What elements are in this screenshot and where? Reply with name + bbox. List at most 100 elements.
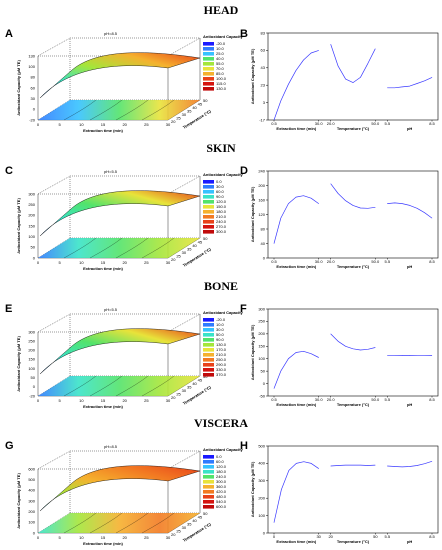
row1-trace-x-tick-label: 8.5: [429, 259, 435, 264]
row0-trace-y-tick-label: 63: [261, 48, 266, 53]
row0-trace-y-tick-label: 83: [261, 30, 266, 35]
row0-trace-y-tick-label: 23: [261, 83, 266, 88]
row3-z-tick-label: 400: [28, 488, 35, 493]
row1-z-tick-label: 100: [28, 234, 35, 239]
row1-x-tick-label: 30: [166, 260, 171, 265]
row2-y-tick-label: 40: [192, 381, 197, 386]
row0-legend-swatch: [203, 82, 214, 86]
row1-trace-line-2: [387, 202, 433, 219]
section-title-skin: SKIN: [206, 141, 236, 155]
row2-trace-factor-label: Extraction time (min): [276, 402, 316, 407]
row3-legend-swatch: [203, 505, 214, 509]
row0-legend-label: 70.0: [216, 66, 225, 71]
row2-trace-y-tick-label: 100: [258, 356, 265, 361]
panel-letter-c: C: [5, 165, 13, 177]
row1-trace-y-axis-label: Antioxidant Capacity (μM TE): [250, 186, 255, 242]
row3-legend-label: 600.0: [216, 504, 227, 509]
row1-floor-contour-line: [141, 237, 175, 259]
row0-legend-label: 10.0: [216, 46, 225, 51]
row0-legend-swatch: [203, 72, 214, 76]
row2-z-axis-label: Antioxidant Capacity (μM TE): [16, 336, 21, 392]
row2-trace-factor-label: Temperature (°C): [337, 402, 370, 407]
row3-legend-label: 180.0: [216, 469, 227, 474]
row0-y-tick-label: 40: [192, 105, 197, 110]
row3-floor-contour: [38, 513, 200, 533]
row3-legend-swatch: [203, 500, 214, 504]
row3-trace-y-tick-label: 500: [258, 443, 265, 448]
row2-floor-contour-line: [89, 375, 123, 397]
row1-legend-label: 150.0: [216, 204, 227, 209]
row3-legend-label: 240.0: [216, 474, 227, 479]
row3-x-tick-label: 0: [37, 535, 40, 540]
row3-z-tick-label: 200: [28, 509, 35, 514]
row3-trace-x-tick-label: 5.5: [385, 534, 391, 539]
row0-legend-label: 25.0: [216, 51, 225, 56]
row3-x-tick-label: 25: [144, 535, 149, 540]
row2-legend-swatch: [203, 358, 214, 362]
row1-trace-y-tick-label: 160: [258, 197, 265, 202]
row0-legend-label: 130.0: [216, 86, 227, 91]
row2-box-edge: [167, 313, 201, 333]
row0-x-tick-label: 20: [122, 122, 127, 127]
row2-response-surface: [39, 328, 201, 375]
row0-y-tick-label: 25: [176, 116, 181, 121]
row2-legend-swatch: [203, 368, 214, 372]
row3-trace-y-tick-label: 200: [258, 496, 265, 501]
row0-legend-title: Antioxidant Capacity: [203, 34, 244, 39]
row0-legend-label: 115.0: [216, 81, 226, 86]
row2-legend-swatch: [203, 363, 214, 367]
panel-letter-a: A: [5, 28, 13, 40]
row2-trace-x-tick-label: 50.0: [371, 397, 380, 402]
row1-z-tick-label: 0: [33, 255, 36, 260]
row2-legend-label: 90.0: [216, 337, 225, 342]
row2-x-tick-label: 25: [144, 398, 149, 403]
row2-legend-label: -20.0: [216, 317, 226, 322]
row1-legend-swatch: [203, 215, 214, 219]
row2-legend-swatch: [203, 343, 214, 347]
row1-legend-label: 60.0: [216, 189, 225, 194]
row3-floor-contour-line: [63, 512, 97, 534]
row1-response-surface: [39, 190, 201, 237]
row2-legend-swatch: [203, 348, 214, 352]
row0-y-tick-label: 30: [182, 112, 187, 117]
row3-x-axis-label: Extraction time (min): [83, 541, 123, 546]
row2-trace-y-tick-label: -50: [259, 393, 266, 398]
row1-x-tick-label: 20: [122, 260, 127, 265]
row2-trace-y-tick-label: 150: [258, 344, 265, 349]
row0-y-tick-label: 20: [171, 119, 176, 124]
row2-x-tick-label: 15: [101, 398, 106, 403]
panel-letter-e: E: [5, 303, 13, 315]
row2-legend-label: 330.0: [216, 367, 227, 372]
row1-z-tick-label: 300: [28, 191, 35, 196]
row2-z-tick-label: 150: [28, 357, 35, 362]
row1-trace-x-tick-label: 30.0: [315, 259, 324, 264]
row1-legend-swatch: [203, 190, 214, 194]
row1-trace-factor-label: Temperature (°C): [337, 264, 370, 269]
row2-z-tick-label: 300: [28, 329, 35, 334]
row0-x-tick-label: 10: [79, 122, 84, 127]
row2-legend-swatch: [203, 318, 214, 322]
row1-legend-swatch: [203, 195, 214, 199]
row2-x-axis-label: Extraction time (min): [83, 404, 123, 409]
row1-legend-swatch: [203, 210, 214, 214]
row2-floor-contour-line: [63, 375, 97, 397]
row1-legend-label: 90.0: [216, 194, 225, 199]
row1-legend-swatch: [203, 230, 214, 234]
row1-trace-x-tick-label: 50.0: [371, 259, 380, 264]
row0-legend-swatch: [203, 87, 214, 91]
row2-trace-y-tick-label: 200: [258, 331, 265, 336]
row0-x-tick-label: 15: [101, 122, 106, 127]
row0-legend-swatch: [203, 47, 214, 51]
row3-trace-line-0: [273, 461, 319, 523]
row2-legend-swatch: [203, 373, 214, 377]
row0-legend-label: 85.0: [216, 71, 225, 76]
row3-trace-factor-label: Temperature (°C): [337, 539, 370, 544]
row2-legend-label: 130.0: [216, 342, 227, 347]
row3-legend-label: 0.0: [216, 454, 222, 459]
row2-legend-label: 290.0: [216, 362, 227, 367]
row3-z-tick-label: 500: [28, 477, 35, 482]
row1-legend-swatch: [203, 200, 214, 204]
row1-y-tick-label: 25: [176, 254, 181, 259]
row2-y-tick-label: 45: [198, 378, 203, 383]
row0-y-tick-label: 35: [187, 109, 192, 114]
